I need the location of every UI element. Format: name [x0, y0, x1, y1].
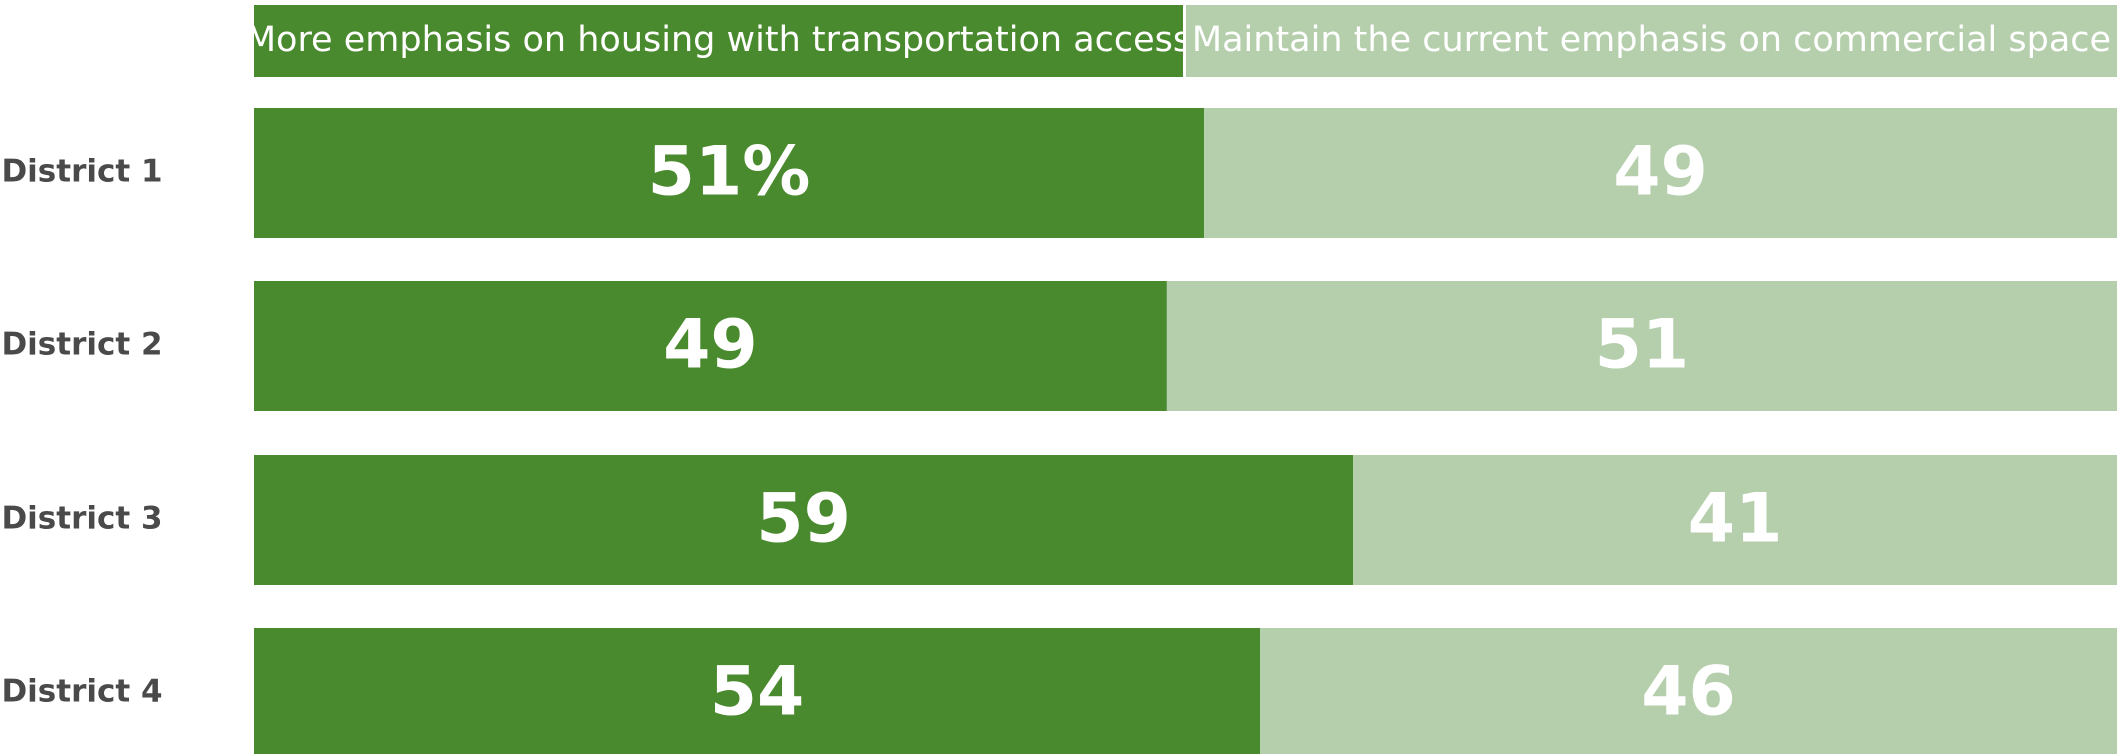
data-label: 59: [756, 480, 851, 559]
bar-segment: [254, 108, 1205, 238]
data-label: 49: [1613, 133, 1708, 212]
legend-swatch: [1186, 5, 2117, 77]
category-label: District 2: [1, 327, 162, 363]
category-label: District 4: [1, 674, 162, 710]
bar-segment: [1166, 281, 2117, 411]
legend-label: Maintain the current emphasis on commerc…: [1192, 20, 2111, 60]
data-label: 54: [710, 653, 805, 732]
category-label: District 1: [1, 154, 162, 190]
data-label: 41: [1688, 480, 1783, 559]
bar-segment: [1204, 108, 2117, 238]
data-label: 51%: [648, 133, 811, 212]
legend-label: More emphasis on housing with transporta…: [246, 20, 1191, 60]
data-label: 51: [1595, 306, 1690, 385]
data-label: 46: [1641, 653, 1736, 732]
bar-segment: [254, 281, 1167, 411]
bar-segment: [1353, 455, 2117, 585]
bar-segment: [254, 455, 1354, 585]
bar-segment: [1260, 628, 2117, 754]
data-label: 49: [663, 306, 758, 385]
category-label: District 3: [1, 501, 162, 537]
legend-swatch: [254, 5, 1183, 77]
bar-segment: [254, 628, 1261, 754]
